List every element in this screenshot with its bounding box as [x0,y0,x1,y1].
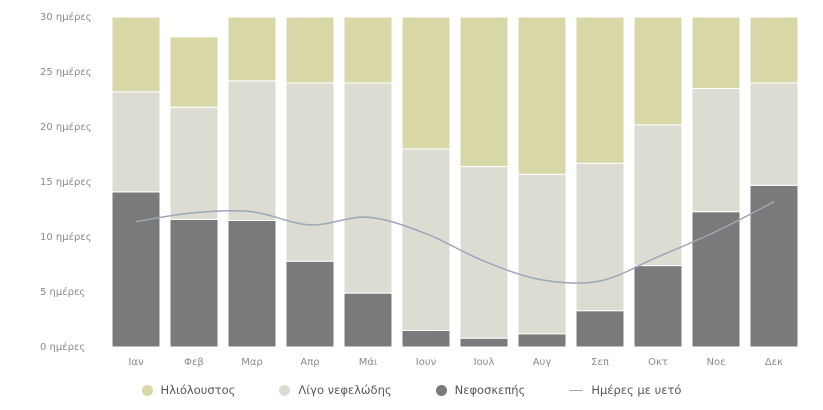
bar-segment-partly-cloudy-10 [633,124,683,267]
bar-segment-partly-cloudy-1 [111,91,161,193]
bar-segment-partly-cloudy-6 [401,148,451,331]
x-tick-label: Δεκ [765,357,783,368]
bar-segment-partly-cloudy-5 [343,82,393,294]
bar-segment-sunny-4 [285,16,335,84]
legend-swatch-sunny [141,384,153,396]
bar-segment-sunny-11 [691,16,741,89]
legend-item-rain-days[interactable]: Ημέρες με υετό [569,383,681,397]
bar-segment-overcast-4 [285,260,335,348]
bar-segment-overcast-12 [749,184,799,348]
bar-segment-overcast-11 [691,211,741,348]
bars-group [111,16,799,348]
x-tick-label: Σεπ [591,357,609,368]
bar-segment-sunny-6 [401,16,451,150]
y-axis-ticks: 0 ημέρες 5 ημέρες 10 ημέρες 15 ημέρες 20 ημέ… [40,11,92,353]
legend-swatch-rain-days [569,389,584,391]
x-tick-label: Αυγ [533,357,552,368]
x-tick-label: Μαρ [241,357,263,368]
y-tick-label: 0 ημέρες [40,341,85,353]
bar-segment-partly-cloudy-9 [575,162,625,312]
y-tick-label: 10 ημέρες [40,231,92,243]
x-tick-label: Νοε [706,357,725,368]
legend-label-sunny: Ηλιόλουστος [160,383,236,397]
bar-segment-sunny-10 [633,16,683,126]
legend-item-overcast[interactable]: Νεφοσκεπής [435,383,526,397]
y-tick-label: 15 ημέρες [40,176,92,188]
x-tick-label: Μάι [359,356,378,368]
x-tick-label: Ιουν [416,357,437,368]
bar-segment-sunny-5 [343,16,393,84]
bar-segment-overcast-7 [459,337,509,348]
legend-label-overcast: Νεφοσκεπής [454,383,526,397]
x-tick-label: Απρ [300,357,319,368]
bar-segment-sunny-3 [227,16,277,82]
bar-segment-partly-cloudy-8 [517,173,567,335]
bar-segment-partly-cloudy-12 [749,82,799,186]
x-axis-ticks: Ιαν Φεβ Μαρ Απρ Μάι Ιουν Ιουλ Αυγ Σεπ Οκτ Νοε Δεκ [128,356,783,368]
bar-segment-partly-cloudy-4 [285,82,335,262]
bar-segment-overcast-6 [401,330,451,348]
bar-segment-partly-cloudy-3 [227,80,277,221]
bar-segment-sunny-7 [459,16,509,168]
bar-segment-partly-cloudy-11 [691,88,741,213]
x-tick-label: Φεβ [184,357,204,368]
bar-segment-partly-cloudy-2 [169,106,219,220]
y-tick-label: 5 ημέρες [40,286,85,298]
legend-label-rain-days: Ημέρες με υετό [591,383,682,397]
legend: Ηλιόλουστος Λίγο νεφελώδης Νεφοσκεπής Ημ… [0,383,823,397]
bar-segment-overcast-9 [575,310,625,348]
y-tick-label: 20 ημέρες [40,121,92,133]
legend-swatch-partly-cloudy [279,384,291,396]
bar-segment-overcast-3 [227,220,277,348]
bar-segment-overcast-10 [633,265,683,348]
bar-segment-sunny-2 [169,36,219,108]
x-tick-label: Ιουλ [474,357,495,368]
y-tick-label: 30 ημέρες [40,11,92,23]
legend-label-partly-cloudy: Λίγο νεφελώδης [298,383,392,397]
legend-item-sunny[interactable]: Ηλιόλουστος [141,383,236,397]
bar-segment-sunny-8 [517,16,567,175]
bar-segment-partly-cloudy-7 [459,166,509,339]
legend-swatch-overcast [435,384,447,396]
bar-segment-overcast-5 [343,292,393,348]
bar-segment-overcast-1 [111,191,161,348]
x-tick-label: Οκτ [648,357,668,368]
bar-segment-overcast-2 [169,218,219,348]
bar-segment-sunny-12 [749,16,799,84]
bar-segment-overcast-8 [517,333,567,348]
y-tick-label: 25 ημέρες [40,66,92,78]
bar-segment-sunny-9 [575,16,625,164]
legend-item-partly-cloudy[interactable]: Λίγο νεφελώδης [279,383,392,397]
x-tick-label: Ιαν [128,357,144,368]
stacked-bar-chart: 0 ημέρες 5 ημέρες 10 ημέρες 15 ημέρες 20 ημέ… [40,11,799,368]
rain-days-line [135,201,775,284]
bar-segment-sunny-1 [111,16,161,93]
